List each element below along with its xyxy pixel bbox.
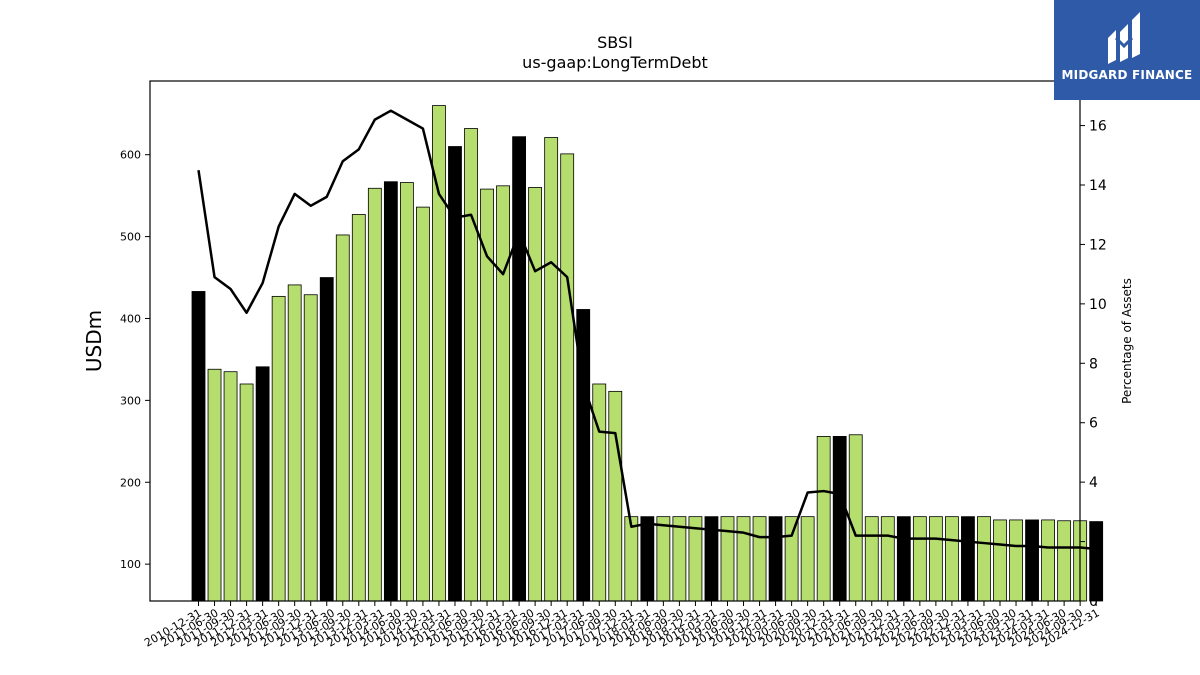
bar-2019-12-31 — [768, 516, 783, 602]
bar-2021-06-30 — [864, 516, 879, 602]
y2-tick-label: 10 — [1089, 297, 1107, 313]
bar-2018-03-31 — [656, 516, 671, 602]
bar-2024-12-31 — [1089, 521, 1104, 602]
bar-2020-06-30 — [800, 516, 815, 602]
bar-2013-06-30 — [351, 214, 366, 602]
bar-2023-12-31 — [1025, 519, 1039, 602]
logo-mark-icon — [1108, 12, 1140, 64]
chart-title: SBSI — [597, 33, 633, 52]
line-group — [197, 109, 1097, 551]
bar-2016-09-30 — [560, 153, 575, 602]
y2-tick-label: 14 — [1089, 178, 1107, 194]
chart-subtitle: us-gaap:LongTermDebt — [522, 53, 708, 72]
bar-2011-12-31 — [255, 366, 270, 602]
brand-logo: MIDGARD FINANCE — [1054, 0, 1200, 100]
bar-2022-06-30 — [928, 516, 943, 602]
bar-2018-06-30 — [672, 516, 687, 602]
bar-2017-09-30 — [624, 516, 639, 602]
bar-2024-03-31 — [1041, 519, 1055, 602]
bar-2011-06-30 — [223, 371, 238, 602]
bar-2016-03-31 — [528, 187, 543, 602]
bar-2022-03-31 — [912, 516, 927, 602]
bar-2020-09-30 — [816, 435, 831, 602]
bar-2015-12-31 — [512, 136, 526, 602]
bar-2019-03-31 — [720, 516, 735, 602]
bar-2022-09-30 — [945, 516, 959, 602]
bar-2011-09-30 — [239, 383, 254, 602]
y2-axis-label: Percentage of Assets — [1120, 278, 1134, 404]
y2-tick-label: 16 — [1089, 119, 1107, 135]
bar-2021-12-31 — [896, 516, 911, 602]
bar-2012-03-31 — [271, 295, 286, 602]
y2-tick-label: 2 — [1089, 535, 1098, 551]
bar-2017-06-30 — [608, 390, 623, 602]
bar-2014-06-30 — [416, 206, 430, 602]
bar-2013-12-31 — [383, 181, 398, 602]
bar-2013-09-30 — [367, 187, 382, 602]
bar-2014-03-31 — [399, 182, 414, 602]
bar-2021-03-31 — [848, 434, 863, 602]
bar-2010-12-31 — [191, 291, 206, 602]
percentage-of-assets-line — [197, 109, 1097, 551]
bar-2019-06-30 — [736, 516, 751, 602]
bar-2012-09-30 — [303, 294, 318, 602]
bar-2023-03-31 — [977, 516, 991, 602]
y2-tick-label: 4 — [1089, 475, 1098, 491]
y2-tick-label: 8 — [1089, 356, 1098, 372]
bar-2016-06-30 — [544, 137, 559, 602]
bar-2015-09-30 — [496, 185, 510, 602]
bar-2022-12-31 — [961, 516, 975, 602]
logo-text: MIDGARD FINANCE — [1061, 68, 1193, 82]
y2-tick-label: 0 — [1089, 594, 1098, 610]
bars-group — [191, 105, 1104, 602]
bar-2020-12-31 — [832, 435, 847, 602]
y2-tick-label: 12 — [1089, 237, 1107, 253]
y-axis-label: USDm — [82, 310, 106, 372]
y-tick-label: 600 — [120, 149, 141, 162]
bar-2023-06-30 — [993, 519, 1007, 602]
bar-2014-12-31 — [448, 146, 462, 602]
bar-2012-06-30 — [287, 284, 302, 602]
bar-2020-03-31 — [784, 516, 799, 602]
bar-2013-03-31 — [335, 234, 350, 602]
y-tick-label: 200 — [120, 476, 141, 489]
y2-tick-label: 6 — [1089, 416, 1098, 432]
y-tick-label: 300 — [120, 394, 141, 407]
bar-2011-03-31 — [207, 368, 222, 602]
bar-2012-12-31 — [319, 277, 334, 602]
bar-2015-03-31 — [464, 128, 478, 602]
bar-2021-09-30 — [880, 516, 895, 602]
y-tick-label: 100 — [120, 558, 141, 571]
bar-2017-12-31 — [640, 516, 655, 602]
bar-2024-06-30 — [1057, 520, 1072, 602]
y-tick-label: 400 — [120, 312, 141, 325]
bar-2015-06-30 — [480, 188, 494, 602]
bar-2023-09-30 — [1009, 519, 1023, 602]
bar-2019-09-30 — [752, 516, 767, 602]
y-tick-label: 500 — [120, 231, 141, 244]
